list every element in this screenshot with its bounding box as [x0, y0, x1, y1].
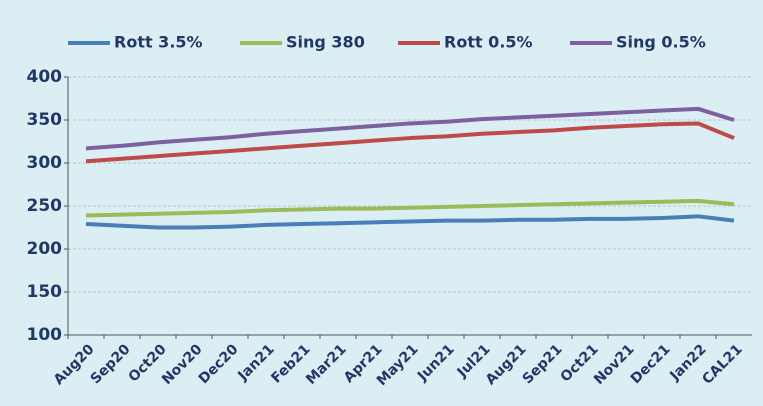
y-tick-label: 150 — [27, 282, 63, 302]
legend-label: Sing 380 — [286, 33, 365, 52]
y-tick-label: 400 — [27, 67, 63, 87]
legend-label: Rott 0.5% — [444, 33, 533, 52]
legend-label: Sing 0.5% — [616, 33, 706, 52]
series-line — [85, 106, 735, 151]
series-line — [85, 214, 735, 230]
y-tick-label: 350 — [27, 110, 63, 130]
legend-label: Rott 3.5% — [114, 33, 203, 52]
y-tick-label: 100 — [27, 325, 63, 345]
series-line — [85, 121, 735, 164]
y-tick-label: 300 — [27, 153, 63, 173]
series-line — [85, 198, 735, 218]
y-tick-label: 200 — [27, 239, 63, 259]
y-tick-label: 250 — [27, 196, 63, 216]
